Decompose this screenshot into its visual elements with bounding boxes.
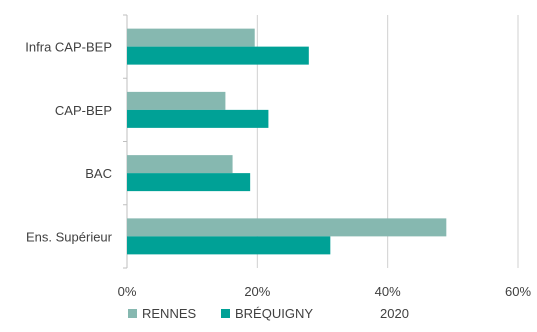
category-labels: Infra CAP-BEP CAP-BEP BAC Ens. Supérieur: [25, 40, 112, 245]
legend-swatch-rennes: [128, 309, 137, 318]
legend-year: 2020: [380, 306, 409, 321]
bar-brquigny-0: [127, 46, 309, 65]
category-label-3: Ens. Supérieur: [26, 229, 113, 244]
x-tick-labels: 0% 20% 40% 60%: [118, 284, 532, 299]
x-tick-label-1: 20%: [244, 284, 270, 299]
legend: RENNES BRÉQUIGNY 2020: [128, 306, 409, 321]
bar-rennes-2: [127, 155, 233, 174]
bar-rennes-1: [127, 91, 226, 110]
x-tick-label-3: 60%: [505, 284, 531, 299]
legend-swatch-brequigny: [221, 309, 230, 318]
bar-rennes-3: [127, 218, 447, 237]
category-label-2: BAC: [85, 166, 112, 181]
bar-brquigny-2: [127, 173, 251, 192]
category-label-0: Infra CAP-BEP: [25, 40, 112, 55]
bar-brquigny-3: [127, 236, 331, 255]
legend-label-brequigny: BRÉQUIGNY: [235, 306, 313, 321]
category-label-1: CAP-BEP: [55, 103, 112, 118]
bar-brquigny-1: [127, 109, 269, 128]
x-tick-label-0: 0%: [118, 284, 137, 299]
bar-rennes-0: [127, 28, 255, 47]
bars: [127, 28, 447, 255]
legend-label-rennes: RENNES: [142, 306, 197, 321]
x-tick-label-2: 40%: [375, 284, 401, 299]
